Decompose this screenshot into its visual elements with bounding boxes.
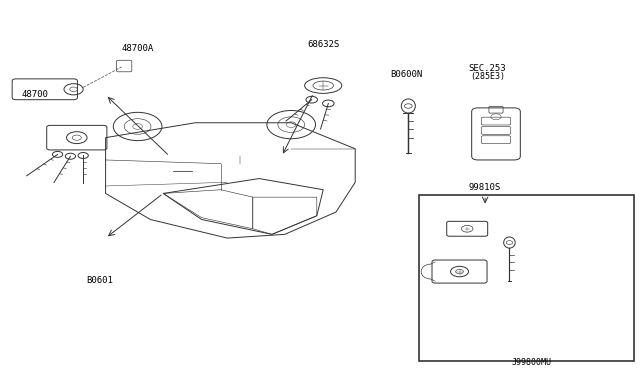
Text: 48700A: 48700A <box>122 44 154 53</box>
Text: J99800MU: J99800MU <box>511 358 551 367</box>
Text: SEC.253: SEC.253 <box>469 64 506 73</box>
Text: 68632S: 68632S <box>307 40 339 49</box>
Bar <box>419 195 634 361</box>
Text: 99810S: 99810S <box>469 183 501 192</box>
Text: B0600N: B0600N <box>390 70 422 79</box>
Text: (285E3): (285E3) <box>470 72 505 81</box>
Text: 48700: 48700 <box>22 90 49 99</box>
Text: B0601: B0601 <box>86 276 113 285</box>
